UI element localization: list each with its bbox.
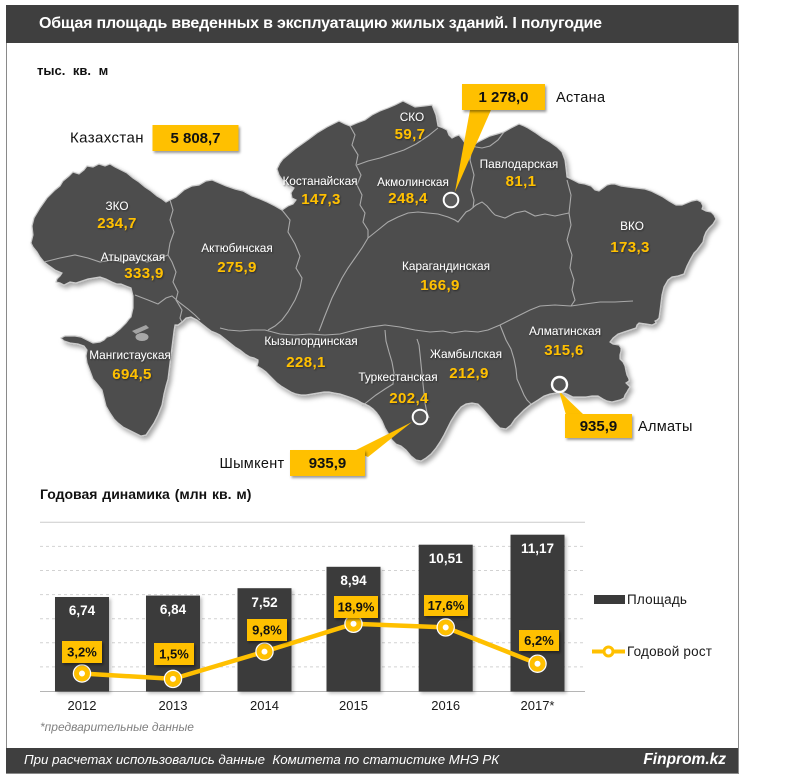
svg-text:9,8%: 9,8% <box>252 623 282 638</box>
svg-text:8,94: 8,94 <box>340 573 367 588</box>
svg-text:2012: 2012 <box>68 698 97 713</box>
svg-text:ВКО: ВКО <box>620 219 644 233</box>
svg-text:166,9: 166,9 <box>420 277 460 294</box>
svg-text:Павлодарская: Павлодарская <box>480 157 559 171</box>
svg-text:81,1: 81,1 <box>506 173 537 190</box>
svg-text:1,5%: 1,5% <box>159 647 189 662</box>
svg-text:2016: 2016 <box>431 698 460 713</box>
svg-text:Акмолинская: Акмолинская <box>377 175 449 189</box>
svg-text:Туркестанская: Туркестанская <box>358 370 437 384</box>
svg-text:7,52: 7,52 <box>251 595 277 610</box>
svg-text:5 808,7: 5 808,7 <box>170 130 220 147</box>
svg-text:59,7: 59,7 <box>395 126 426 143</box>
svg-text:Атырауская: Атырауская <box>101 250 166 264</box>
svg-text:1 278,0: 1 278,0 <box>478 89 528 106</box>
svg-text:СКО: СКО <box>400 110 424 124</box>
svg-text:275,9: 275,9 <box>217 259 257 276</box>
svg-text:10,51: 10,51 <box>429 551 463 566</box>
svg-text:18,9%: 18,9% <box>338 600 375 615</box>
svg-text:228,1: 228,1 <box>286 354 326 371</box>
svg-text:2013: 2013 <box>159 698 188 713</box>
svg-text:11,17: 11,17 <box>521 541 554 556</box>
svg-text:2015: 2015 <box>339 698 368 713</box>
svg-text:248,4: 248,4 <box>388 190 428 207</box>
svg-text:935,9: 935,9 <box>580 418 618 435</box>
svg-text:147,3: 147,3 <box>301 191 341 208</box>
svg-text:3,2%: 3,2% <box>67 645 97 660</box>
svg-text:315,6: 315,6 <box>544 342 584 359</box>
svg-text:6,74: 6,74 <box>69 603 96 618</box>
svg-text:*предварительные данные: *предварительные данные <box>40 720 194 734</box>
svg-text:Мангистауская: Мангистауская <box>89 348 171 362</box>
svg-text:333,9: 333,9 <box>124 265 164 282</box>
svg-text:ЗКО: ЗКО <box>105 199 128 213</box>
svg-text:Костанайская: Костанайская <box>282 174 357 188</box>
svg-text:935,9: 935,9 <box>309 455 347 472</box>
svg-text:212,9: 212,9 <box>449 365 489 382</box>
svg-text:Площадь: Площадь <box>627 592 687 607</box>
svg-text:Алматинская: Алматинская <box>529 324 601 338</box>
svg-text:Алматы: Алматы <box>638 419 693 435</box>
svg-text:6,84: 6,84 <box>160 602 187 617</box>
svg-text:Карагандинская: Карагандинская <box>402 259 490 273</box>
svg-text:Годовой рост: Годовой рост <box>627 644 712 659</box>
svg-text:2017*: 2017* <box>521 698 555 713</box>
svg-text:Казахстан: Казахстан <box>70 130 144 147</box>
svg-text:Шымкент: Шымкент <box>220 456 285 472</box>
svg-text:202,4: 202,4 <box>389 390 429 407</box>
svg-text:Актюбинская: Актюбинская <box>201 241 273 255</box>
svg-text:Астана: Астана <box>556 90 606 106</box>
svg-text:173,3: 173,3 <box>610 239 650 256</box>
svg-text:234,7: 234,7 <box>97 215 137 232</box>
svg-text:Годовая динамика (млн кв. м): Годовая динамика (млн кв. м) <box>40 486 251 502</box>
svg-text:17,6%: 17,6% <box>428 598 465 613</box>
svg-text:Кызылординская: Кызылординская <box>264 334 357 348</box>
svg-text:2014: 2014 <box>250 698 279 713</box>
svg-text:Жамбылская: Жамбылская <box>430 347 502 361</box>
svg-text:694,5: 694,5 <box>112 366 152 383</box>
svg-text:6,2%: 6,2% <box>524 633 554 648</box>
